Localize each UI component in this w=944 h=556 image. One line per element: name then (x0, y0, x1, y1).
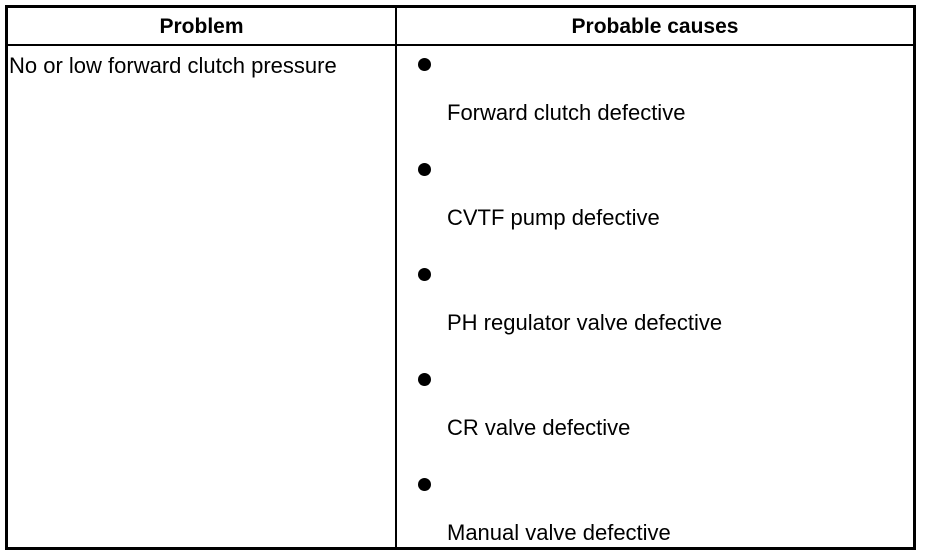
column-divider (395, 8, 397, 547)
cause-item: PH regulator valve defective (447, 310, 723, 335)
header-cell: Probable causes (571, 15, 739, 38)
table: Problem Probable causes No or low forwar… (5, 5, 916, 550)
cause-item: CVTF pump defective (447, 205, 660, 230)
bullet (418, 268, 431, 281)
problem-cell: No or low forward clutch pressure (9, 53, 337, 78)
header-divider (8, 44, 913, 46)
cause-item: Forward clutch defective (447, 100, 686, 125)
cause-item: Manual valve defective (447, 520, 671, 545)
bullet (418, 58, 431, 71)
header-cell: Problem (159, 15, 244, 38)
bullet (418, 163, 431, 176)
cause-item: CR valve defective (447, 415, 631, 440)
bullet (418, 373, 431, 386)
bullet (418, 478, 431, 491)
